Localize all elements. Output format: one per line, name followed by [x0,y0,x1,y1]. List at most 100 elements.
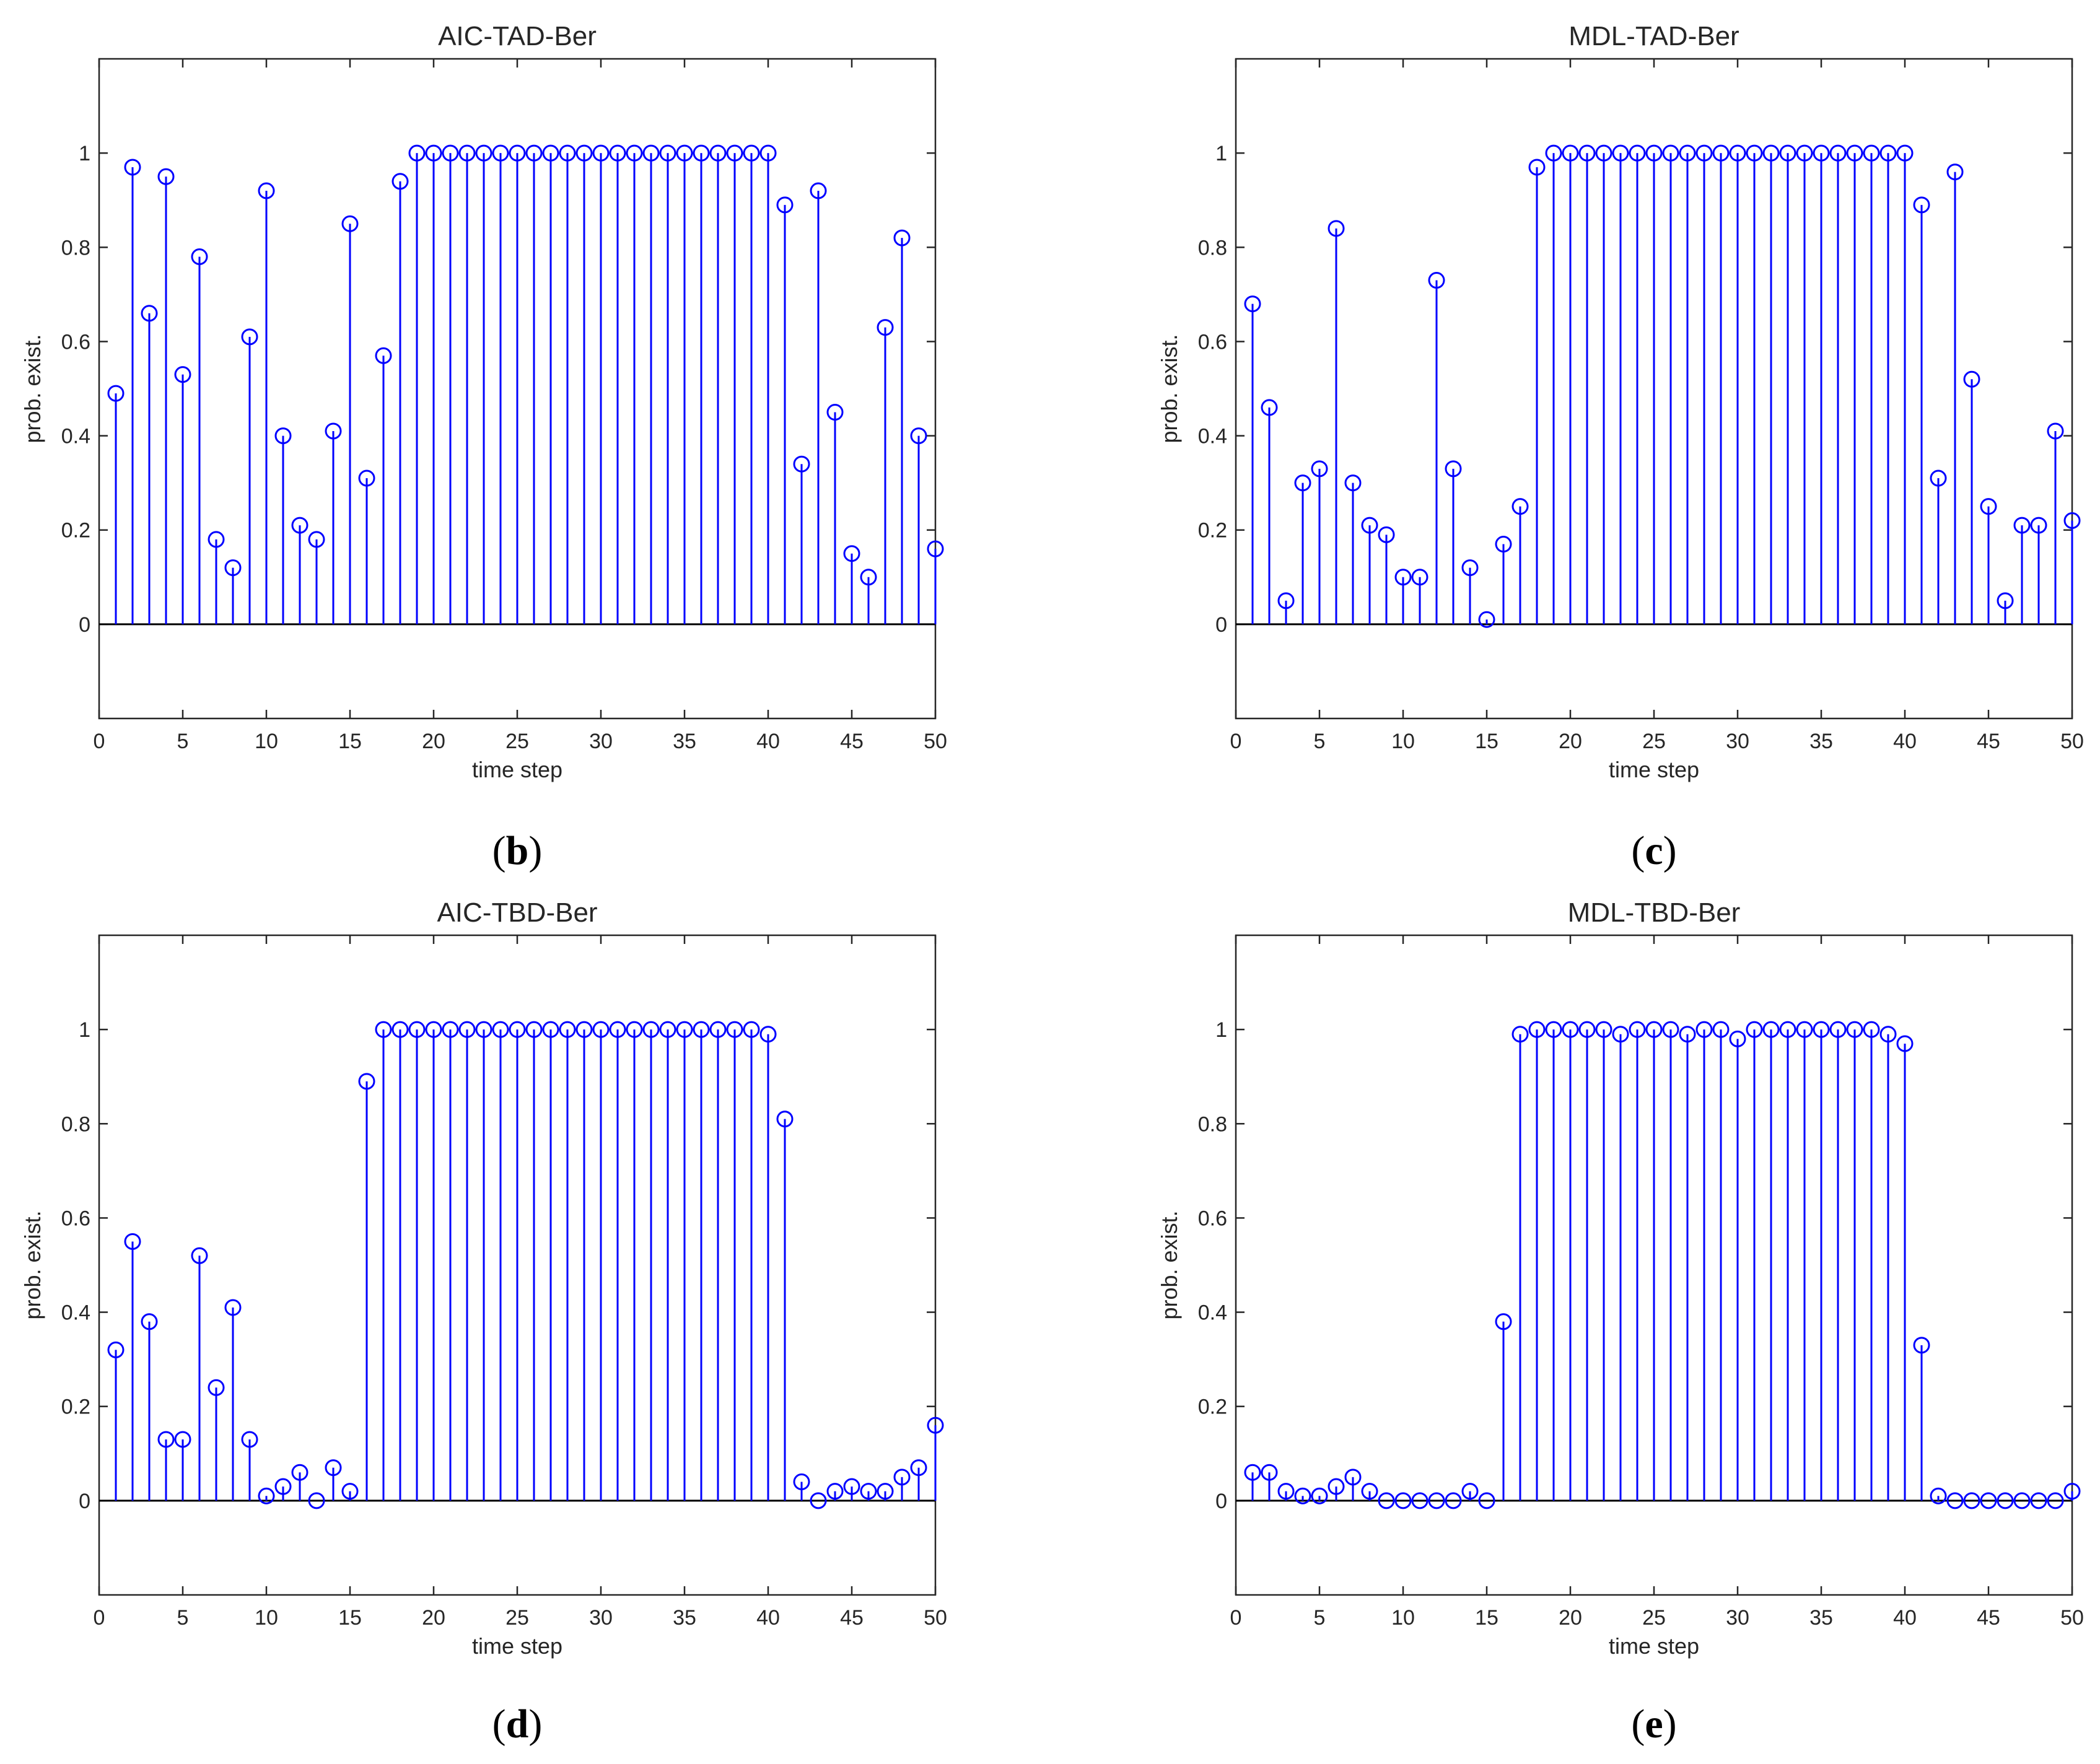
x-tick-label: 5 [1314,1606,1326,1630]
stem-marker [1428,1492,1445,1509]
stem-marker [877,1483,894,1500]
stem-marker [1829,1021,1847,1038]
x-tick-label: 10 [1391,730,1415,753]
stem-marker [626,1021,643,1038]
stem-marker [776,196,794,214]
stem-marker [1846,1021,1863,1038]
stem-marker [2063,1483,2081,1500]
stem-marker [659,1021,676,1038]
x-tick-label: 10 [1391,1606,1415,1630]
stem-marker [1294,1487,1311,1504]
x-tick-label: 5 [177,1606,189,1630]
stem-marker [258,1487,275,1504]
stem-marker [642,1021,660,1038]
x-tick-label: 5 [1314,730,1326,753]
stem-marker [893,1469,911,1486]
y-tick-label: 0 [79,613,90,637]
x-tick-label: 30 [1726,1606,1749,1630]
stem-marker [693,144,710,162]
stem-marker [1328,220,1345,237]
stem-marker [1445,1492,1462,1509]
x-tick-label: 25 [505,730,529,753]
stem-marker [174,1431,191,1448]
stem-marker [559,1021,576,1038]
stem-marker [592,1021,610,1038]
x-tick-label: 50 [924,730,947,753]
stem-marker [542,144,559,162]
y-tick-label: 0.8 [61,236,90,260]
stem-marker [542,1021,559,1038]
y-tick-label: 0.6 [1198,330,1227,354]
stem-marker [1679,144,1696,162]
stem-marker [1779,1021,1796,1038]
stem-marker [274,427,292,445]
panel-caption: (b) [492,828,543,873]
stem-marker [592,144,610,162]
stem-marker [860,1483,877,1500]
stem-marker [927,540,944,557]
stem-marker [843,545,860,562]
x-axis-label: time step [472,757,562,782]
stem-marker [191,248,208,265]
stem-marker [2063,512,2081,529]
stem-marker [525,144,543,162]
stem-marker [1394,1492,1412,1509]
stem-marker [1311,1487,1328,1504]
stem-marker [1695,1021,1713,1038]
y-tick-label: 0.8 [1198,236,1227,260]
y-tick-label: 1 [79,142,90,165]
stem-marker [659,144,676,162]
stem-marker [1930,1487,1947,1504]
stem-marker [1244,1464,1261,1481]
x-tick-label: 20 [422,1606,445,1630]
stem-marker [1796,1021,1813,1038]
stem-marker [1963,370,1980,388]
stem-marker [157,1431,175,1448]
stem-marker [1361,1483,1378,1500]
stem-marker [1445,460,1462,478]
y-tick-label: 0.2 [61,519,90,543]
x-tick-label: 20 [1559,730,1582,753]
stem-marker [1344,474,1362,492]
x-tick-label: 20 [422,730,445,753]
stem-marker [1528,1021,1546,1038]
x-tick-label: 50 [2060,730,2084,753]
chart-title: MDL-TBD-Ber [1568,897,1741,928]
stem-marker [726,144,743,162]
stem-marker [1595,1021,1612,1038]
stem-marker [1980,1492,1997,1509]
y-tick-label: 0 [1215,1490,1227,1513]
stem-marker [709,1021,727,1038]
y-tick-label: 1 [79,1018,90,1042]
stem-marker [1629,1021,1646,1038]
y-tick-label: 0.6 [1198,1207,1227,1230]
stem-marker [1679,1026,1696,1043]
stem-marker [1562,144,1579,162]
x-axis-label: time step [1609,1633,1699,1659]
panel-caption: (e) [1631,1701,1676,1747]
x-tick-label: 30 [589,1606,613,1630]
x-tick-label: 20 [1559,1606,1582,1630]
x-tick-label: 50 [2060,1606,2084,1630]
stem-marker [676,144,693,162]
y-tick-label: 0.2 [1198,519,1227,543]
x-tick-label: 35 [673,1606,696,1630]
y-tick-label: 0.8 [1198,1112,1227,1136]
stem-marker [174,366,191,383]
stem-marker [927,1417,944,1434]
stem-marker [358,1073,375,1090]
x-axis-label: time step [1609,757,1699,782]
stem-marker [826,404,844,421]
stem-marker [1896,1035,1914,1052]
stem-marker [709,144,727,162]
stem-marker [843,1478,860,1495]
stem-marker [1963,1492,1980,1509]
stem-marker [1729,144,1746,162]
stem-marker [575,1021,593,1038]
stem-marker [893,229,911,247]
stem-marker [1578,1021,1596,1038]
stem-marker [141,305,158,322]
panel-caption: (d) [492,1701,543,1747]
stem-marker [743,1021,760,1038]
y-axis-label: prob. exist. [1157,334,1182,443]
